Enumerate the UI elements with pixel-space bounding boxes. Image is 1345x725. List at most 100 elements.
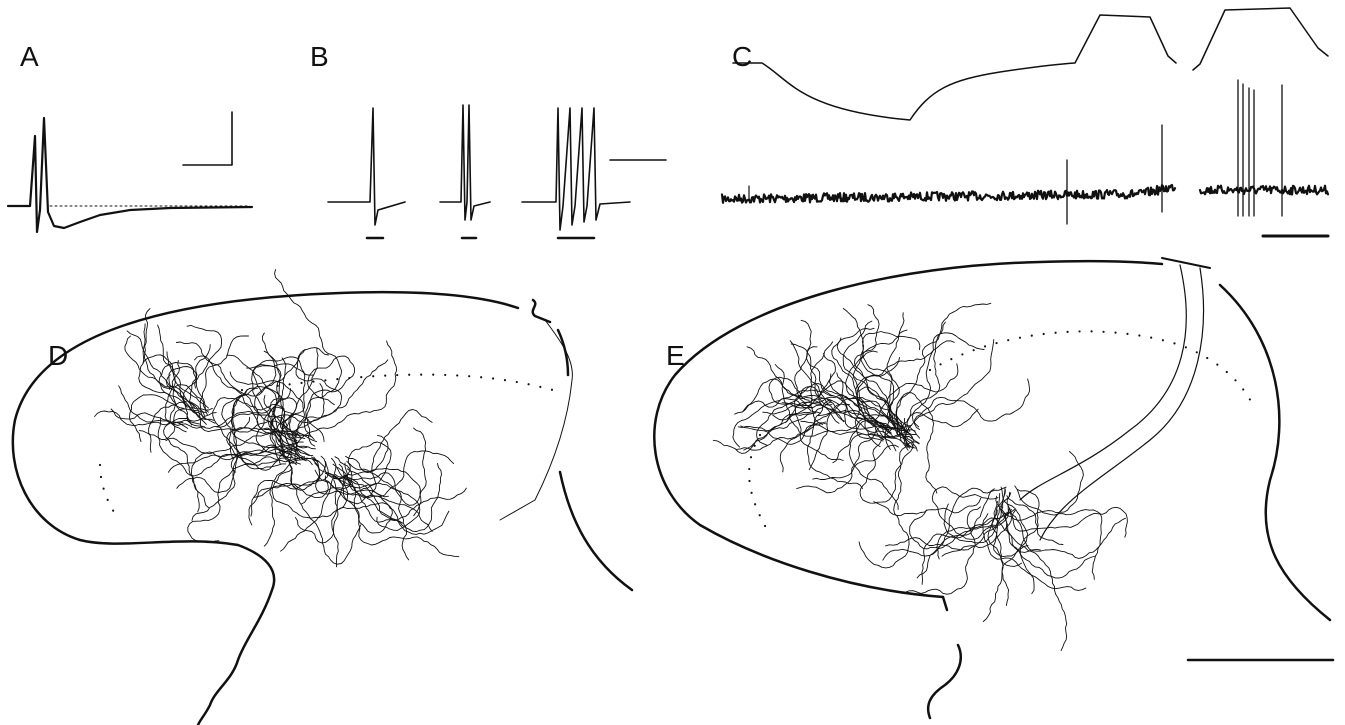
dendrite bbox=[191, 430, 298, 513]
dendrite bbox=[735, 422, 827, 451]
trace bbox=[720, 183, 1177, 204]
dendrite bbox=[896, 302, 992, 437]
dendrite bbox=[905, 339, 995, 448]
dendrite bbox=[861, 331, 921, 450]
dendrite bbox=[324, 409, 433, 498]
dendrite bbox=[818, 352, 846, 422]
panel-label: C bbox=[732, 41, 752, 72]
panel-a bbox=[6, 111, 254, 234]
dendrite bbox=[855, 357, 900, 452]
dendrite bbox=[187, 456, 306, 544]
stimulus-trace bbox=[1192, 7, 1329, 71]
dendrite bbox=[333, 441, 392, 492]
dendrite bbox=[311, 434, 389, 480]
trace bbox=[1198, 184, 1330, 196]
dendrite bbox=[832, 433, 910, 464]
outline bbox=[1218, 283, 1332, 622]
dendrite bbox=[762, 401, 840, 424]
dendrite bbox=[732, 398, 812, 448]
neuron bbox=[712, 302, 1128, 651]
dendrite bbox=[253, 475, 329, 499]
dendrite bbox=[993, 501, 1068, 651]
dendrite bbox=[912, 332, 985, 428]
dendrite bbox=[1006, 495, 1064, 545]
dendrite bbox=[157, 417, 301, 477]
dendrite bbox=[157, 324, 187, 433]
layer-boundary bbox=[240, 373, 562, 394]
dendrite bbox=[345, 455, 422, 517]
dendrite bbox=[289, 441, 362, 565]
dendrite bbox=[346, 468, 450, 535]
dendrite bbox=[250, 461, 329, 517]
dendrite bbox=[941, 487, 1006, 557]
dendrite bbox=[874, 363, 959, 441]
dendrite bbox=[1006, 491, 1126, 559]
dendrite bbox=[148, 400, 205, 453]
dendrite bbox=[779, 403, 850, 473]
panel-d bbox=[11, 269, 634, 725]
dendrite bbox=[280, 347, 319, 455]
outline bbox=[556, 328, 570, 377]
trace bbox=[521, 107, 631, 231]
dendrite bbox=[138, 323, 193, 426]
layer-boundary bbox=[928, 330, 1257, 412]
dendrite bbox=[194, 355, 302, 439]
dendrite bbox=[251, 363, 314, 445]
dendrite bbox=[812, 444, 899, 480]
dendrite bbox=[742, 389, 835, 412]
scale-bar bbox=[182, 111, 233, 166]
dendrite bbox=[110, 408, 184, 424]
dendrite bbox=[712, 401, 832, 454]
dendrite bbox=[274, 269, 343, 438]
outline bbox=[558, 470, 634, 592]
dendrite bbox=[806, 400, 863, 490]
dendrite bbox=[836, 372, 909, 448]
outline bbox=[11, 290, 520, 547]
dendrite bbox=[216, 413, 298, 442]
axon bbox=[1019, 264, 1187, 501]
dendrite bbox=[913, 378, 1031, 430]
dendrite bbox=[332, 450, 455, 498]
dendrite bbox=[829, 373, 887, 430]
dendrite bbox=[230, 445, 293, 473]
dendrite bbox=[943, 503, 1010, 544]
dendrite bbox=[740, 421, 827, 445]
dendrite bbox=[1012, 506, 1128, 538]
dendrite bbox=[339, 462, 393, 534]
dendrite bbox=[810, 341, 834, 425]
dendrite bbox=[982, 513, 1035, 595]
dendrite bbox=[873, 497, 982, 516]
dendrite bbox=[129, 394, 185, 443]
dendrite bbox=[280, 457, 337, 552]
dendrite bbox=[836, 327, 909, 446]
layer-boundary bbox=[748, 433, 772, 537]
dendrite bbox=[768, 376, 833, 406]
dendrite bbox=[796, 425, 893, 494]
dendrite bbox=[734, 378, 828, 415]
dendrite bbox=[176, 448, 293, 493]
outline bbox=[1161, 257, 1211, 269]
dendrite bbox=[166, 351, 215, 421]
dendrite bbox=[314, 469, 433, 532]
outline bbox=[196, 543, 276, 725]
dendrite bbox=[993, 508, 1029, 558]
dendrite bbox=[1017, 489, 1103, 580]
trace bbox=[327, 107, 406, 226]
stimulus-trace bbox=[732, 14, 1177, 121]
dendrite bbox=[1014, 485, 1087, 591]
dendrite bbox=[936, 509, 1012, 560]
outline bbox=[926, 595, 962, 720]
dendrite bbox=[331, 475, 346, 568]
dendrite bbox=[746, 346, 819, 398]
panel-e bbox=[653, 257, 1335, 720]
dendrite bbox=[338, 427, 427, 506]
dendrite bbox=[800, 418, 912, 432]
dendrite bbox=[300, 456, 353, 505]
panel-label: E bbox=[666, 340, 685, 371]
dendrite bbox=[842, 320, 917, 435]
layer-boundary bbox=[98, 463, 120, 520]
dendrite bbox=[229, 371, 313, 466]
dendrite bbox=[164, 359, 201, 425]
dendrite bbox=[916, 488, 995, 579]
